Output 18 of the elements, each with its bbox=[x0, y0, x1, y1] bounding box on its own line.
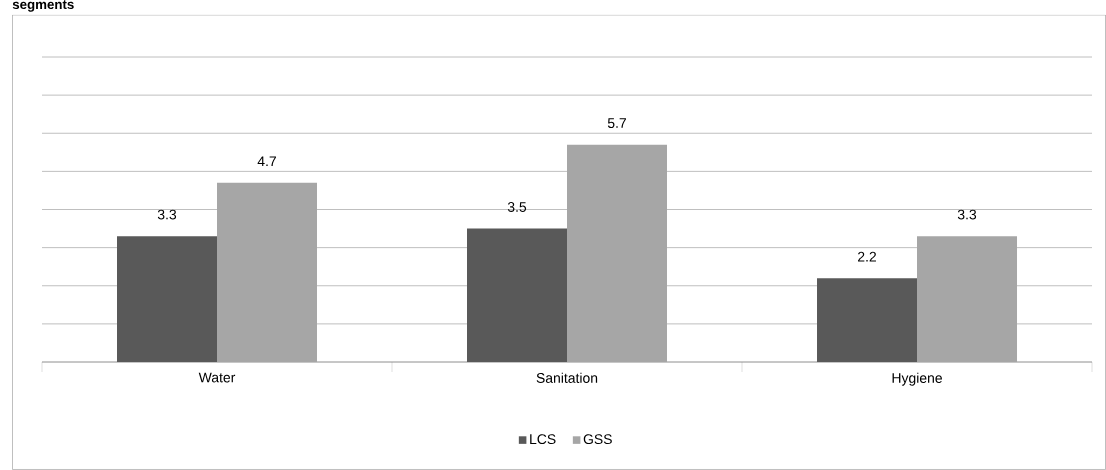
chart-title: segments bbox=[12, 0, 74, 12]
x-tick-label: Water bbox=[198, 372, 236, 383]
bar bbox=[467, 228, 568, 362]
bar bbox=[567, 144, 668, 362]
legend-label: GSS bbox=[583, 434, 612, 445]
data-label: 4.7 bbox=[257, 156, 276, 167]
x-tick-label: Sanitation bbox=[536, 372, 598, 383]
data-label: 3.3 bbox=[957, 209, 977, 220]
data-label: 2.2 bbox=[858, 251, 876, 262]
data-label: 3.3 bbox=[157, 209, 177, 220]
bar bbox=[817, 278, 918, 362]
x-tick-label: Hygiene bbox=[892, 372, 942, 386]
data-label: 3.5 bbox=[507, 202, 527, 212]
bar bbox=[917, 236, 1018, 362]
bar bbox=[217, 182, 318, 362]
bar bbox=[117, 236, 217, 362]
legend-label: LCS bbox=[530, 434, 556, 445]
data-label: 5.7 bbox=[607, 118, 626, 129]
